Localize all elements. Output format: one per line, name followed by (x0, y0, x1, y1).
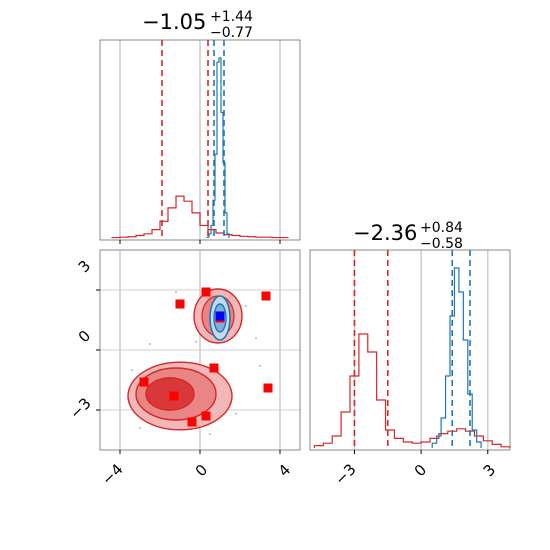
scatter-dot (245, 305, 247, 307)
histogram-red (111, 195, 289, 239)
point-blue (215, 311, 225, 321)
panel-frame (309, 249, 511, 451)
title-param2-plus: +0.84 (420, 220, 463, 236)
scatter-dot (235, 413, 237, 415)
point-red (209, 363, 219, 373)
scatter-dot (209, 433, 211, 435)
title-param1-plus: +1.44 (210, 9, 253, 25)
title-param2: −2.36 (353, 221, 417, 245)
histogram-blue (206, 57, 230, 238)
scatter-dot (195, 341, 197, 343)
scatter-dot (259, 365, 261, 367)
scatter-dot (175, 291, 177, 293)
title-param2-minus: −0.58 (420, 236, 463, 252)
scatter-dot (149, 343, 151, 345)
histogram-panel-param2 (309, 249, 511, 454)
point-red (139, 377, 149, 387)
title-param1: −1.05 (142, 10, 206, 34)
point-red (187, 417, 197, 427)
point-red (169, 391, 179, 401)
param2-xtick-label: 3 (480, 461, 499, 480)
histogram-red (313, 333, 511, 448)
joint-ytick-label: −3 (66, 394, 94, 422)
title-param1-minus: −0.77 (210, 25, 253, 41)
point-red (263, 383, 273, 393)
point-red (175, 299, 185, 309)
param2-xtick-label: 0 (411, 461, 430, 480)
point-red (201, 287, 211, 297)
scatter-dot (139, 427, 141, 429)
scatter-dot (131, 369, 133, 371)
histogram-panel-param1 (99, 39, 301, 244)
histogram-blue (431, 267, 482, 448)
param2-xtick-label: −3 (331, 460, 359, 488)
point-red (261, 291, 271, 301)
joint-ytick-label: 0 (75, 327, 94, 346)
point-red (201, 411, 211, 421)
scatter-dot (255, 337, 257, 339)
joint-xtick-label: 4 (275, 461, 294, 480)
joint-xtick-label: −4 (98, 460, 126, 488)
joint-ytick-label: 3 (75, 257, 94, 276)
joint-xtick-label: 0 (192, 461, 211, 480)
joint-panel (96, 249, 301, 454)
